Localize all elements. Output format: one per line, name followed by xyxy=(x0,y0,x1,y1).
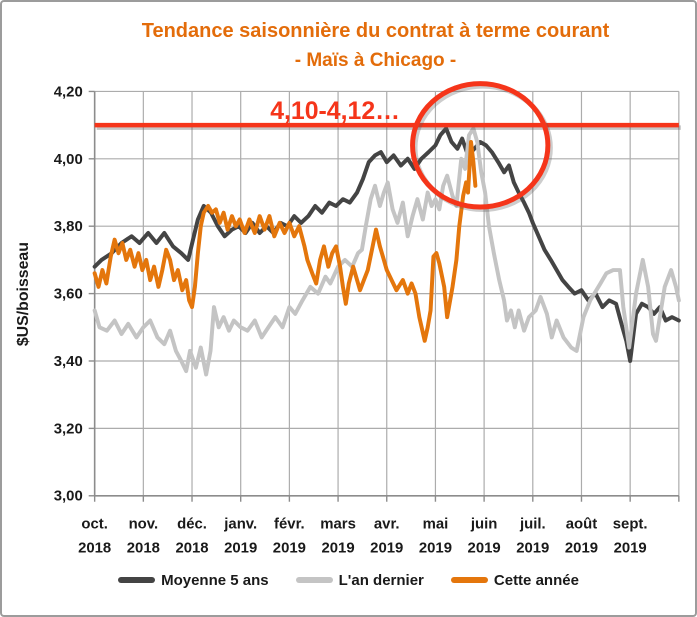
x-tick-month-label: mars xyxy=(320,517,356,533)
legend-swatch-an-dernier xyxy=(295,577,333,583)
x-tick-month-label: déc. xyxy=(177,517,207,533)
y-tick-label: 4,00 xyxy=(54,152,83,168)
legend-swatch-moyenne-5-ans xyxy=(118,577,156,583)
x-tick-month-label: sept. xyxy=(613,517,648,533)
x-tick-month-label: févr. xyxy=(274,517,305,533)
y-tick-label: 3,20 xyxy=(54,421,83,437)
x-tick-year-label: 2019 xyxy=(321,540,354,556)
x-tick-year-label: 2018 xyxy=(175,540,208,556)
highlight-ellipse xyxy=(410,81,551,210)
x-tick-year-label: 2019 xyxy=(565,540,598,556)
legend: Moyenne 5 ans L'an dernier Cette année xyxy=(2,566,695,594)
x-tick-year-label: 2019 xyxy=(224,540,257,556)
y-tick-label: 3,60 xyxy=(54,287,83,303)
x-tick-month-label: nov. xyxy=(129,517,159,533)
legend-item-moyenne-5-ans: Moyenne 5 ans xyxy=(118,572,269,589)
chart-title-block: Tendance saisonnière du contrat à terme … xyxy=(66,16,685,76)
x-tick-month-label: août xyxy=(566,517,597,533)
x-tick-month-label: mai xyxy=(423,517,449,533)
series-line-cette-annee xyxy=(92,139,478,343)
reference-annotation: 4,10-4,12… xyxy=(270,98,400,125)
x-tick-year-label: 2019 xyxy=(273,540,306,556)
x-tick-year-label: 2018 xyxy=(127,540,160,556)
legend-item-cette-annee: Cette année xyxy=(450,571,579,589)
x-tick-month-label: janv. xyxy=(223,517,257,533)
x-tick-year-label: 2019 xyxy=(614,540,647,556)
legend-label: L'an dernier xyxy=(338,571,424,589)
x-tick-year-label: 2018 xyxy=(78,540,111,556)
x-tick-month-label: juin xyxy=(470,517,497,533)
x-tick-month-label: oct. xyxy=(81,517,107,533)
x-tick-year-label: 2019 xyxy=(419,540,452,556)
legend-label: Cette année xyxy=(493,571,579,589)
x-tick-year-label: 2019 xyxy=(516,540,549,556)
legend-item-an-dernier: L'an dernier xyxy=(295,571,424,589)
series-line-an-dernier xyxy=(92,126,681,377)
y-tick-label: 3,40 xyxy=(54,354,83,370)
y-tick-label: 4,20 xyxy=(54,84,83,100)
x-tick-year-label: 2019 xyxy=(468,540,501,556)
x-tick-month-label: juil. xyxy=(519,517,546,533)
x-tick-month-label: avr. xyxy=(374,517,400,533)
y-axis-title: $US/boisseau xyxy=(15,242,32,346)
x-tick-year-label: 2019 xyxy=(370,540,403,556)
y-tick-label: 3,00 xyxy=(54,489,83,505)
chart-subtitle: - Maïs à Chicago - xyxy=(294,50,457,71)
y-tick-label: 3,80 xyxy=(54,219,83,235)
chart-title: Tendance saisonnière du contrat à terme … xyxy=(141,20,610,42)
legend-label: Moyenne 5 ans xyxy=(161,571,269,589)
legend-swatch-cette-annee xyxy=(450,577,488,583)
